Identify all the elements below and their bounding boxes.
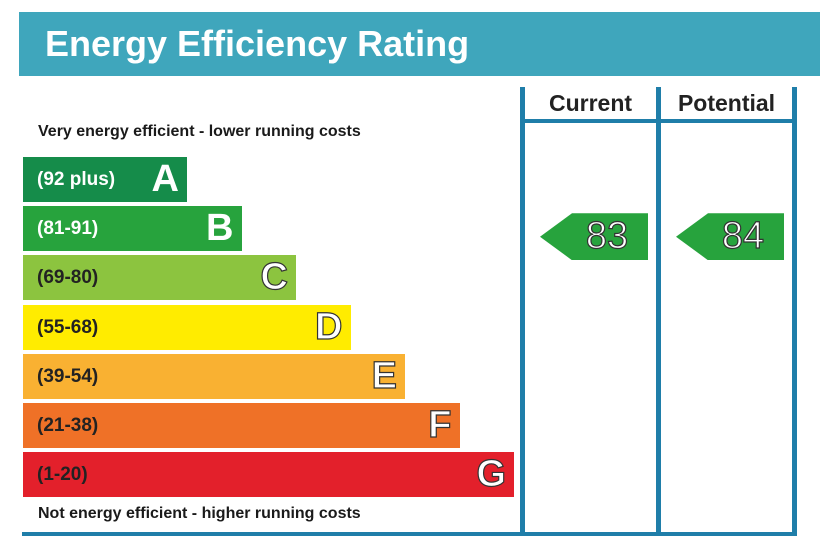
band-letter-label: C (260, 256, 289, 299)
band-letter-label: E (371, 354, 398, 397)
header-bar: Energy Efficiency Rating (19, 12, 820, 76)
band-letter-label: F (428, 403, 452, 446)
band-c: (69-80) C (23, 255, 296, 301)
current-rating-arrow: 83 (540, 213, 648, 261)
column-header-current: Current (548, 90, 633, 116)
band-range-label: (21-38) (37, 415, 99, 436)
band-letter-label: G (476, 453, 507, 496)
divider-right (792, 87, 797, 532)
column-header-rule (520, 119, 797, 123)
band-range-label: (55-68) (37, 316, 99, 338)
band-b: (81-91) B (23, 206, 242, 252)
band-range-label: (81-91) (37, 218, 99, 240)
divider-middle (656, 87, 661, 532)
note-top: Very energy efficient - lower running co… (38, 123, 361, 140)
band-letter-label: D (314, 305, 343, 348)
band-d: (55-68) D (23, 304, 351, 350)
divider-left (520, 87, 525, 532)
band-range-label: (39-54) (37, 365, 99, 387)
chart-title: Energy Efficiency Rating (45, 23, 470, 64)
band-range-label: (92 plus) (37, 169, 116, 190)
potential-rating-arrow-value: 84 (721, 215, 765, 258)
band-letter-label: B (206, 207, 234, 250)
band-g: (1-20) G (23, 452, 514, 498)
note-bottom: Not energy efficient - higher running co… (38, 505, 361, 522)
band-f: (21-38) F (23, 403, 460, 448)
band-range-label: (1-20) (37, 464, 88, 486)
band-range-label: (69-80) (37, 267, 99, 289)
band-a: (92 plus) A (23, 157, 187, 202)
potential-rating-arrow: 84 (676, 213, 784, 261)
column-header-potential: Potential (677, 90, 776, 116)
current-rating-arrow-value: 83 (585, 215, 629, 258)
band-e: (39-54) E (23, 353, 405, 399)
bottom-rule (22, 532, 797, 536)
band-letter-label: A (151, 158, 179, 200)
